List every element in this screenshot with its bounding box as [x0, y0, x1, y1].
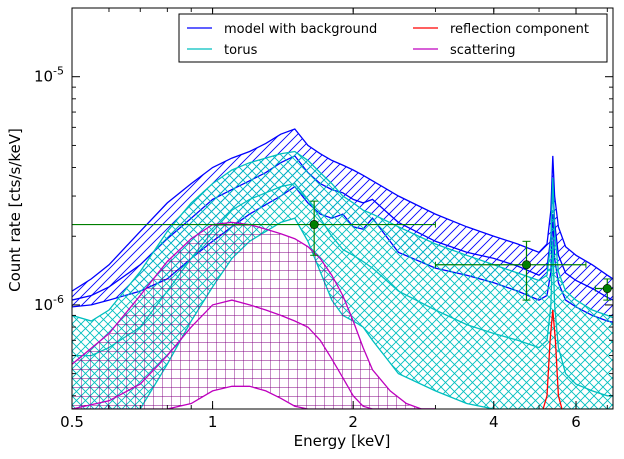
y-tick-label: 10-6: [34, 293, 64, 314]
upper-line-reflection-component: [542, 309, 563, 409]
band-torus: [72, 151, 613, 409]
x-tick-label: 2: [348, 413, 358, 431]
y-axis-label: Count rate [cts/s/keV]: [6, 128, 24, 292]
legend-label-scattering: scattering: [450, 43, 516, 58]
data-point-0: [309, 220, 319, 230]
upper-line-scattering: [72, 221, 436, 409]
y-tick-exponent: -6: [53, 293, 64, 306]
series-bands: [72, 128, 613, 409]
data-point-1: [521, 260, 531, 270]
legend-label-reflection-component: reflection component: [450, 22, 589, 37]
legend: model with background reflection componen…: [178, 13, 608, 63]
x-axis-label: Energy [keV]: [294, 432, 391, 450]
x-tick-label: 6: [571, 413, 581, 431]
upper-line-model-with-background: [72, 128, 613, 292]
data-point-2: [602, 284, 612, 294]
band-scattering: [72, 222, 436, 409]
median-line-scattering: [72, 299, 436, 409]
plot-frame: [71, 7, 614, 410]
y-tick-exponent: -5: [53, 65, 64, 78]
lower-line-scattering: [72, 385, 436, 409]
legend-label-torus: torus: [224, 43, 258, 58]
x-tick-label: 0.5: [60, 413, 84, 431]
legend-label-model-with-background: model with background: [224, 22, 377, 37]
x-tick-label: 4: [489, 413, 499, 431]
y-tick-label: 10-5: [34, 65, 64, 86]
legend-box: [178, 13, 608, 63]
x-tick-label: 1: [208, 413, 218, 431]
upper-line-torus: [72, 150, 613, 322]
data-points: [72, 200, 613, 301]
